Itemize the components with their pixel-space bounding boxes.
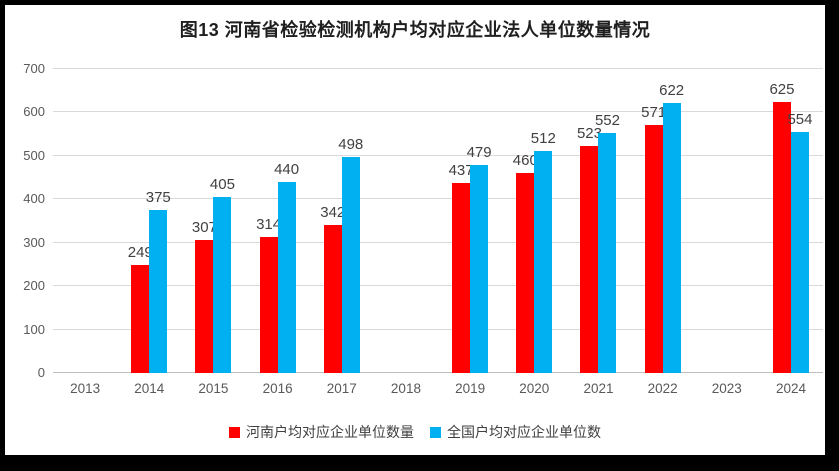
x-axis-tick-label: 2013 (70, 381, 101, 396)
bar-group-2018 (374, 69, 438, 373)
legend-label: 河南户均对应企业单位数量 (246, 424, 414, 440)
bar-value-label: 552 (594, 112, 620, 130)
x-axis-tick-label: 2023 (711, 381, 742, 396)
bar: 625 (769, 81, 794, 373)
bar: 512 (531, 130, 556, 373)
y-axis-tick-label: 400 (23, 191, 45, 207)
x-axis: 2013 2014 2015 2016 2017 2018 2019 2020 2021 2022… (53, 380, 823, 398)
bar-value-label: 571 (641, 104, 667, 121)
bar-group-2020: 460 512 (502, 69, 566, 373)
bar-group-2022: 571 622 (631, 69, 695, 373)
y-axis-tick-label: 300 (23, 234, 45, 250)
legend-swatch-icon (229, 426, 240, 438)
legend-item: 河南户均对应企业单位数量 (229, 422, 414, 442)
x-axis-tick-label: 2014 (134, 381, 165, 396)
y-axis-tick-label: 100 (23, 321, 45, 337)
x-axis-tick-label: 2017 (326, 381, 357, 396)
bar-value-label: 625 (769, 80, 795, 98)
bar-value-label: 622 (659, 81, 685, 99)
legend-swatch-icon (430, 426, 441, 438)
bar: 498 (338, 136, 363, 373)
x-axis-tick-label: 2016 (262, 381, 293, 396)
bar: 479 (467, 144, 492, 373)
x-axis-tick-label: 2018 (390, 381, 421, 396)
bar: 375 (146, 189, 171, 373)
bar-group-2019: 437 479 (438, 69, 502, 373)
bar-value-label: 342 (320, 203, 346, 221)
y-axis-tick-label: 0 (37, 365, 45, 380)
bar-group-2023 (695, 69, 759, 373)
bar: 622 (659, 82, 684, 373)
x-axis-tick-label: 2019 (455, 381, 486, 396)
bar-value-label: 523 (576, 124, 602, 142)
bar-group-2013 (53, 69, 117, 373)
gridline: 200 (23, 279, 823, 292)
y-axis-tick-label: 700 (23, 61, 45, 76)
bar: 307 (192, 219, 217, 373)
bar-group-2016: 314 440 (246, 69, 310, 373)
bar-group-2024: 625 554 (759, 69, 823, 373)
bar-layer: 249 375 307 405 314 440 342 498 437 479 460 512 523 5… (53, 69, 823, 373)
bar: 571 (641, 104, 666, 373)
gridline: 300 (23, 236, 823, 249)
bar: 314 (256, 216, 281, 373)
gridline: 100 (23, 323, 823, 336)
bar-value-label: 249 (127, 243, 153, 261)
gridline: 700 (23, 62, 823, 75)
legend-label: 全国户均对应企业单位数 (447, 424, 601, 440)
x-axis-line: 0 (38, 366, 823, 379)
x-axis-tick-label: 2020 (519, 381, 550, 396)
y-axis-tick-label: 500 (23, 147, 45, 163)
bar-group-2014: 249 375 (117, 69, 181, 373)
x-axis-tick-label: 2021 (583, 381, 614, 396)
bar: 342 (320, 204, 345, 373)
bar-value-label: 460 (512, 152, 538, 170)
bar: 554 (787, 111, 812, 373)
bar: 405 (210, 176, 235, 373)
plot-area: 0 100 200 300 400 500 600 700 249 375 307 405 314 44… (23, 62, 823, 379)
bar: 440 (274, 161, 299, 373)
x-axis-tick-label: 2022 (647, 381, 678, 396)
bar-group-2021: 523 552 (566, 69, 630, 373)
bar: 523 (577, 125, 602, 373)
bar-value-label: 440 (274, 160, 300, 178)
bar-value-label: 375 (145, 189, 171, 207)
bar: 249 (128, 244, 153, 373)
y-axis-tick-label: 200 (23, 278, 45, 294)
legend: 河南户均对应企业单位数量 全国户均对应企业单位数 (5, 422, 825, 442)
gridline: 400 (23, 192, 823, 205)
x-axis-tick-label: 2024 (775, 381, 806, 396)
bar-value-label: 314 (256, 215, 282, 233)
bar-value-label: 554 (787, 111, 813, 129)
x-axis-tick-label: 2015 (198, 381, 229, 396)
bar-value-label: 479 (466, 144, 492, 161)
bar: 552 (595, 112, 620, 373)
legend-item: 全国户均对应企业单位数 (430, 422, 601, 442)
bar-value-label: 405 (209, 176, 235, 194)
y-axis-tick-label: 600 (23, 104, 45, 120)
bar-value-label: 307 (191, 218, 217, 236)
bar: 437 (449, 162, 474, 373)
bar-value-label: 437 (448, 162, 474, 180)
gridline: 500 (23, 149, 823, 162)
bar-value-label: 498 (338, 135, 364, 153)
gridline: 600 (23, 105, 823, 118)
bar-group-2017: 342 498 (310, 69, 374, 373)
bar-value-label: 512 (530, 129, 556, 147)
bar: 460 (513, 152, 538, 373)
chart-title: 图13 河南省检验检测机构户均对应企业法人单位数量情况 (179, 20, 651, 40)
chart-canvas: 图13 河南省检验检测机构户均对应企业法人单位数量情况 0 100 200 300 40… (5, 5, 825, 455)
bar-group-2015: 307 405 (181, 69, 245, 373)
